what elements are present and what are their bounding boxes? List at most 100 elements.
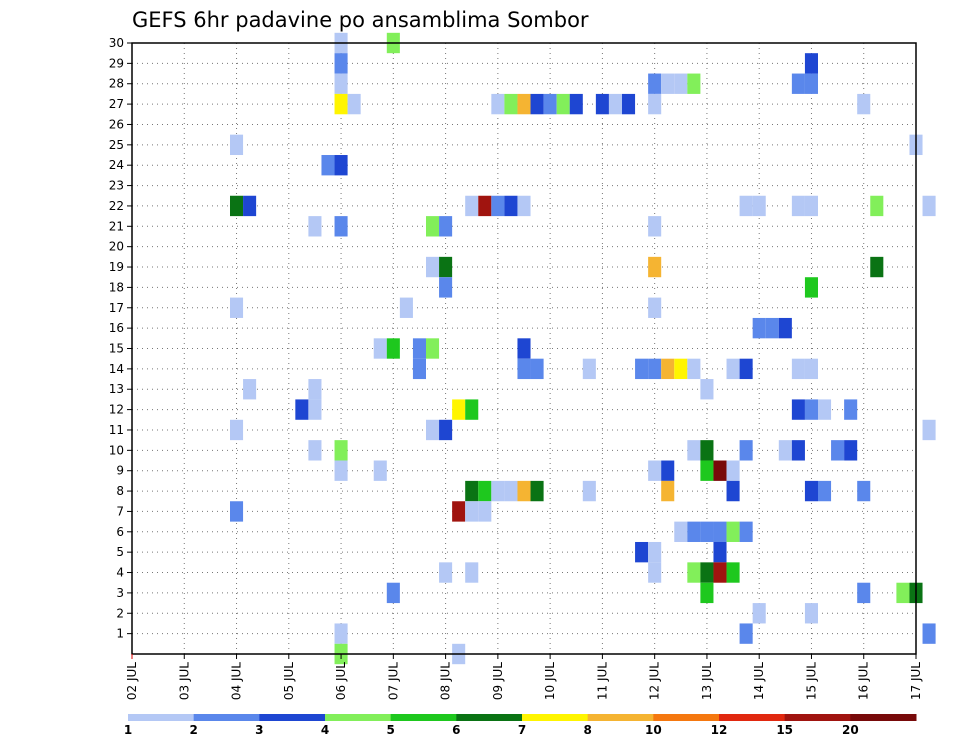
- colorbar-label: 10: [645, 723, 662, 737]
- data-cell: [804, 399, 818, 420]
- x-tick-label: 03 JUL: [177, 662, 191, 700]
- y-tick-label: 7: [116, 504, 124, 518]
- y-tick-label: 11: [109, 423, 124, 437]
- data-cell: [530, 480, 544, 502]
- chart-title: GEFS 6hr padavine po ansamblima Sombor: [132, 8, 589, 32]
- data-cell: [870, 195, 884, 217]
- x-tick-label: 17 JUL: [909, 662, 923, 700]
- data-cell: [857, 582, 871, 604]
- y-tick-label: 3: [116, 586, 124, 600]
- data-cell: [491, 93, 505, 115]
- data-cell: [386, 338, 400, 359]
- y-tick-label: 8: [116, 484, 124, 498]
- data-cell: [569, 93, 583, 115]
- data-cell: [439, 256, 453, 278]
- x-tick-label: 16 JUL: [857, 662, 871, 700]
- data-cell: [700, 460, 714, 481]
- data-cell: [791, 440, 805, 461]
- data-cell: [713, 562, 727, 583]
- y-tick-label: 23: [109, 179, 124, 193]
- data-cell: [439, 216, 453, 237]
- data-cell: [700, 582, 714, 604]
- colorbar-label: 20: [842, 723, 859, 737]
- data-cell: [230, 501, 244, 522]
- colorbar-label: 8: [583, 723, 591, 737]
- data-cell: [230, 419, 244, 441]
- data-cell: [478, 195, 492, 217]
- y-tick-label: 20: [109, 240, 124, 254]
- data-cell: [439, 277, 453, 298]
- y-tick-label: 25: [109, 138, 124, 152]
- y-tick-label: 9: [116, 464, 124, 478]
- colorbar-segment: [784, 714, 851, 721]
- data-cell: [504, 93, 518, 115]
- data-cell: [595, 93, 609, 115]
- data-cell: [674, 521, 688, 542]
- y-tick-label: 15: [109, 342, 124, 356]
- data-cell: [752, 317, 766, 339]
- data-cell: [648, 256, 662, 278]
- x-axis: 02 JUL 03 JUL 04 JUL 05 JUL 06 JUL 07 JUL 08 J…: [125, 654, 923, 700]
- data-cell: [582, 358, 596, 380]
- data-cell: [713, 521, 727, 542]
- data-cell: [373, 338, 387, 359]
- y-axis: 1234567891011121314151617181920212223242…: [109, 36, 132, 641]
- data-cell: [347, 93, 361, 115]
- data-cell: [661, 358, 675, 380]
- data-cell: [752, 195, 766, 217]
- data-cell: [804, 603, 818, 624]
- data-cell: [412, 338, 426, 359]
- colorbar-segment: [653, 714, 720, 721]
- y-tick-label: 16: [109, 321, 124, 335]
- data-cell: [308, 440, 322, 461]
- data-cell: [700, 379, 714, 400]
- data-cell: [491, 480, 505, 502]
- data-cell: [230, 195, 244, 217]
- data-cell: [713, 541, 727, 563]
- data-cell: [726, 358, 740, 380]
- data-cell: [622, 93, 636, 115]
- y-tick-label: 26: [109, 117, 124, 131]
- data-cell: [726, 562, 740, 583]
- data-cell: [230, 297, 244, 318]
- data-cell: [465, 501, 479, 522]
- y-tick-label: 6: [116, 525, 124, 539]
- colorbar-label: 7: [518, 723, 526, 737]
- data-cell: [739, 521, 753, 542]
- data-cell: [308, 379, 322, 400]
- y-tick-label: 18: [109, 280, 124, 294]
- y-tick-label: 4: [116, 566, 124, 580]
- data-cell: [452, 399, 466, 420]
- data-cell: [674, 358, 688, 380]
- data-cell: [426, 256, 440, 278]
- data-cell: [608, 93, 622, 115]
- data-cell: [243, 379, 257, 400]
- data-cell: [243, 195, 257, 217]
- y-tick-label: 13: [109, 382, 124, 396]
- x-tick-label: 06 JUL: [334, 662, 348, 700]
- y-tick-label: 22: [109, 199, 124, 213]
- data-cell: [478, 501, 492, 522]
- data-cell: [648, 562, 662, 583]
- data-cell: [739, 358, 753, 380]
- data-cell: [517, 93, 531, 115]
- colorbar-segment: [325, 714, 392, 721]
- y-tick-label: 29: [109, 56, 124, 70]
- colorbar-segment: [193, 714, 260, 721]
- data-cell: [635, 358, 649, 380]
- data-cell: [700, 562, 714, 583]
- data-cell: [831, 440, 845, 461]
- data-cell: [426, 419, 440, 441]
- data-cell: [648, 73, 662, 94]
- x-tick-label: 02 JUL: [125, 662, 139, 700]
- data-cell: [556, 93, 570, 115]
- data-cell: [465, 399, 479, 420]
- data-cell: [426, 216, 440, 237]
- data-cell: [687, 73, 701, 94]
- colorbar-segment: [390, 714, 457, 721]
- data-cell: [922, 419, 936, 441]
- colorbar-segment: [522, 714, 589, 721]
- data-cell: [334, 53, 348, 74]
- data-cell: [478, 480, 492, 502]
